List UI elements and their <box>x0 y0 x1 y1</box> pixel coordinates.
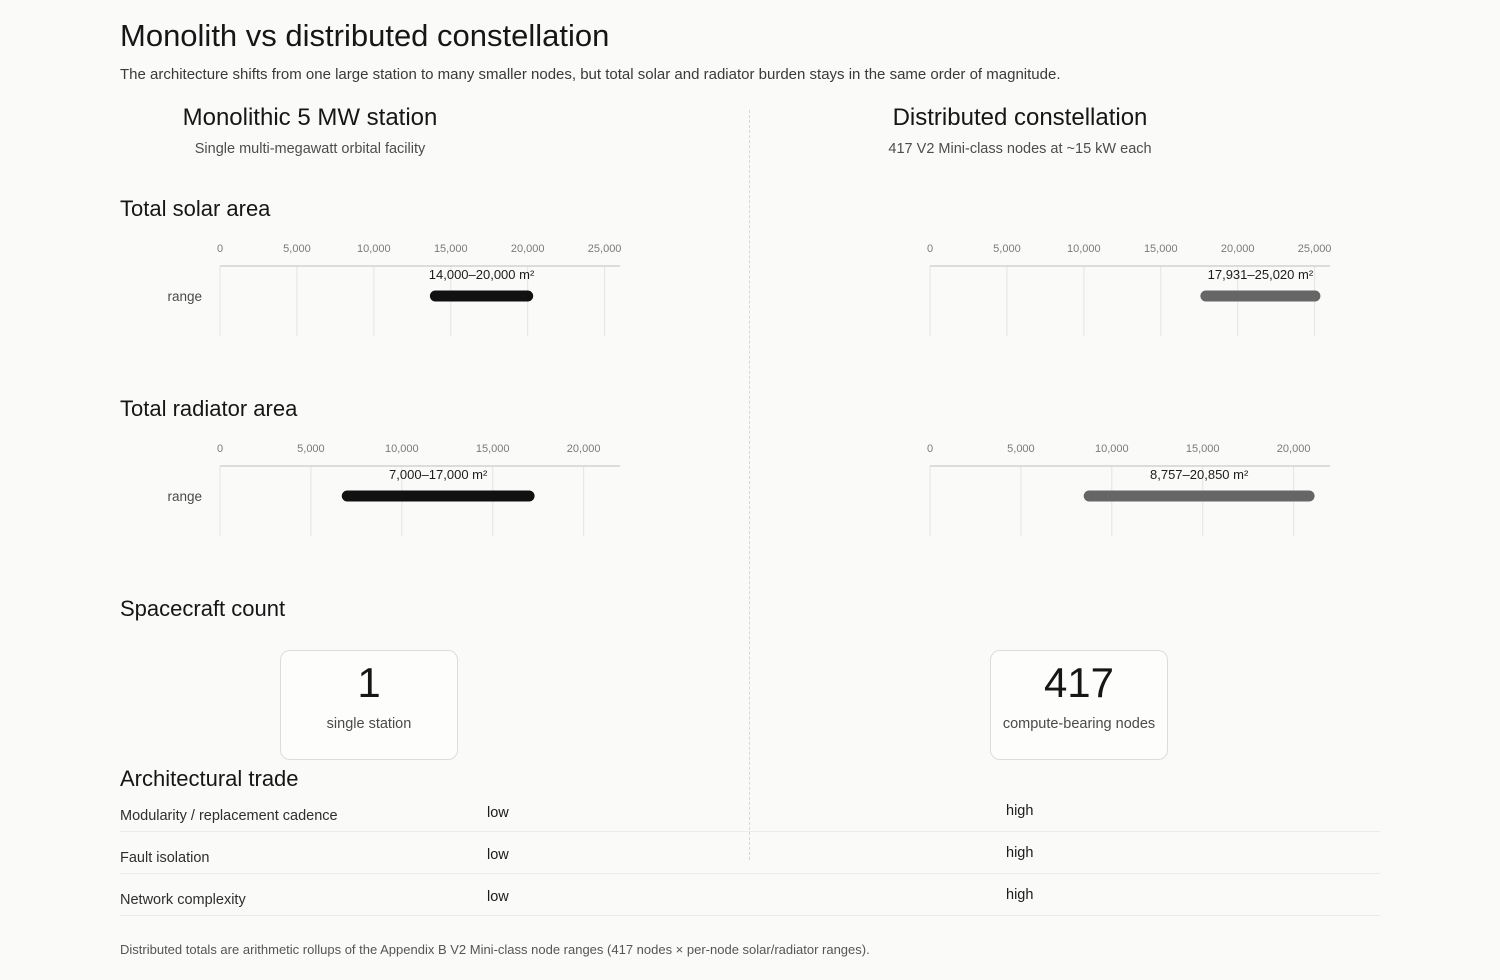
trade-row-monolith-value: low <box>487 847 509 863</box>
range-label: 8,757–20,850 m² <box>1150 467 1249 482</box>
range-label: 17,931–25,020 m² <box>1208 267 1314 282</box>
trade-row-name: Modularity / replacement cadence <box>120 808 338 824</box>
range-label: 7,000–17,000 m² <box>389 467 488 482</box>
page-title: Monolith vs distributed constellation <box>120 18 610 53</box>
tick-label: 0 <box>927 243 933 255</box>
trade-row-distributed-value: high <box>1006 887 1034 903</box>
distributed-count-label: compute-bearing nodes <box>1002 716 1156 732</box>
monolith-count-value: 1 <box>357 659 381 706</box>
solar-monolith-chart: 0 5,000 10,000 15,000 20,000 25,000 range 14,00… <box>167 243 622 336</box>
tick-label: 0 <box>217 243 223 255</box>
trade-row-name: Fault isolation <box>120 850 210 866</box>
trade-row: Fault isolation low high <box>120 831 1380 874</box>
distributed-count-value: 417 <box>1043 659 1115 706</box>
tick-label: 10,000 <box>357 243 391 255</box>
spacecraft-section-heading: Spacecraft count <box>120 596 286 621</box>
trade-row: Network complexity low high <box>120 873 1380 916</box>
tick-label: 20,000 <box>567 443 601 455</box>
tick-label: 25,000 <box>588 243 622 255</box>
column-divider <box>749 110 750 860</box>
distributed-column-title: Distributed constellation <box>892 104 1148 131</box>
tick-label: 5,000 <box>1007 443 1035 455</box>
trade-row-distributed-value: high <box>1006 845 1034 861</box>
tick-label: 20,000 <box>1221 243 1255 255</box>
tick-label: 15,000 <box>476 443 510 455</box>
tick-label: 5,000 <box>993 243 1021 255</box>
radiator-section-heading: Total radiator area <box>120 396 298 421</box>
trade-row-distributed-value: high <box>1006 803 1034 819</box>
category-label: range <box>167 289 202 304</box>
tick-label: 15,000 <box>1144 243 1178 255</box>
tick-label: 15,000 <box>1186 443 1220 455</box>
solar-section-heading: Total solar area <box>120 196 271 221</box>
tick-label: 10,000 <box>1095 443 1129 455</box>
tick-label: 10,000 <box>1067 243 1101 255</box>
monolith-count-card: 1 single station <box>280 650 458 760</box>
trade-row-name: Network complexity <box>120 892 246 908</box>
trade-row-monolith-value: low <box>487 889 509 905</box>
category-label: range <box>167 489 202 504</box>
solar-distributed-chart: 0 5,000 10,000 15,000 20,000 25,000 17,931–25,… <box>927 243 1332 336</box>
trade-row: Modularity / replacement cadence low hig… <box>120 789 1380 832</box>
tick-label: 0 <box>927 443 933 455</box>
page-subtitle: The architecture shifts from one large s… <box>120 66 1061 83</box>
tick-label: 0 <box>217 443 223 455</box>
tick-label: 10,000 <box>385 443 419 455</box>
monolith-column-title: Monolithic 5 MW station <box>182 104 438 131</box>
tick-label: 15,000 <box>434 243 468 255</box>
distributed-column-subtitle: 417 V2 Mini-class nodes at ~15 kW each <box>888 141 1152 157</box>
distributed-count-card: 417 compute-bearing nodes <box>990 650 1168 760</box>
tick-label: 20,000 <box>1277 443 1311 455</box>
radiator-monolith-chart: 0 5,000 10,000 15,000 20,000 range 7,000–17,00… <box>167 443 620 536</box>
tick-label: 25,000 <box>1298 243 1332 255</box>
trade-row-monolith-value: low <box>487 805 509 821</box>
monolith-count-label: single station <box>326 716 412 732</box>
tick-label: 5,000 <box>283 243 311 255</box>
radiator-distributed-chart: 0 5,000 10,000 15,000 20,000 8,757–20,850 m² <box>927 443 1330 536</box>
tick-label: 5,000 <box>297 443 325 455</box>
trade-section-heading: Architectural trade <box>120 766 299 791</box>
monolith-column-subtitle: Single multi-megawatt orbital facility <box>194 141 426 157</box>
range-label: 14,000–20,000 m² <box>429 267 535 282</box>
footnote: Distributed totals are arithmetic rollup… <box>120 942 870 957</box>
tick-label: 20,000 <box>511 243 545 255</box>
